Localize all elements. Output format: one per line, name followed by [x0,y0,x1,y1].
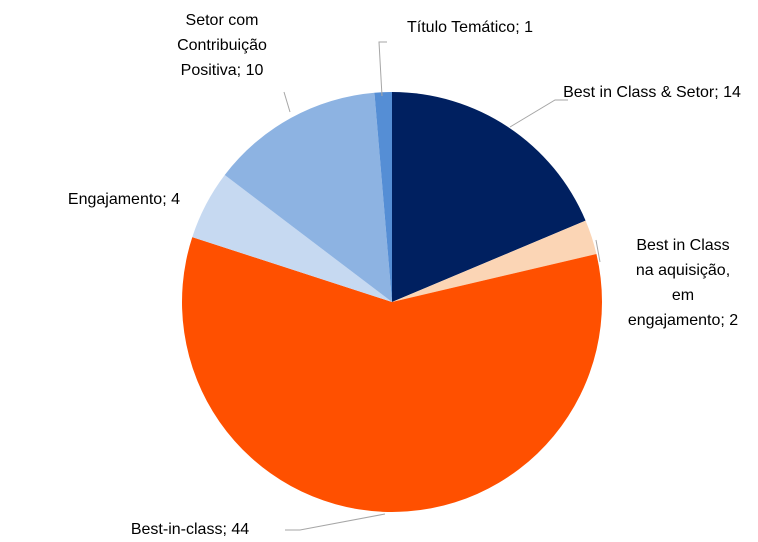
data-label: Best-in-class; 44 [90,517,290,542]
leader-line [509,99,568,128]
label-category: Título Temático [407,19,516,36]
label-separator: ; [236,62,246,79]
label-category: Best in Class na aquisição, em engajamen… [627,237,731,329]
label-value: 10 [245,62,264,79]
pie-slice [181,237,602,512]
pie-slice [392,92,586,302]
leader-line [595,239,601,263]
data-label: Best in Class na aquisição, em engajamen… [626,233,740,333]
label-category: Best-in-class [130,521,223,538]
leader-line [378,41,387,97]
label-value: 1 [524,19,533,36]
label-category: Setor com Contribuição Positiva [177,12,267,79]
label-separator: ; [515,19,525,36]
data-label: Best in Class & Setor; 14 [562,80,742,105]
label-category: Best in Class & Setor [563,84,715,101]
label-separator: ; [162,191,172,208]
label-separator: ; [720,312,730,329]
leader-line [285,513,386,531]
label-category: Engajamento [67,191,163,208]
label-value: 14 [723,84,741,101]
slices [181,92,602,512]
pie-slice [374,92,392,302]
label-separator: ; [222,521,232,538]
pie-slice [224,92,392,302]
label-value: 44 [231,521,250,538]
label-value: 4 [171,191,180,208]
label-separator: ; [714,84,724,101]
pie-slice [392,220,597,302]
pie-slice [192,175,392,302]
data-label: Setor com Contribuição Positiva; 10 [162,8,282,83]
leader-line [283,91,291,113]
data-label: Engajamento; 4 [0,187,180,212]
label-value: 2 [729,312,739,329]
data-label: Título Temático; 1 [375,15,565,40]
